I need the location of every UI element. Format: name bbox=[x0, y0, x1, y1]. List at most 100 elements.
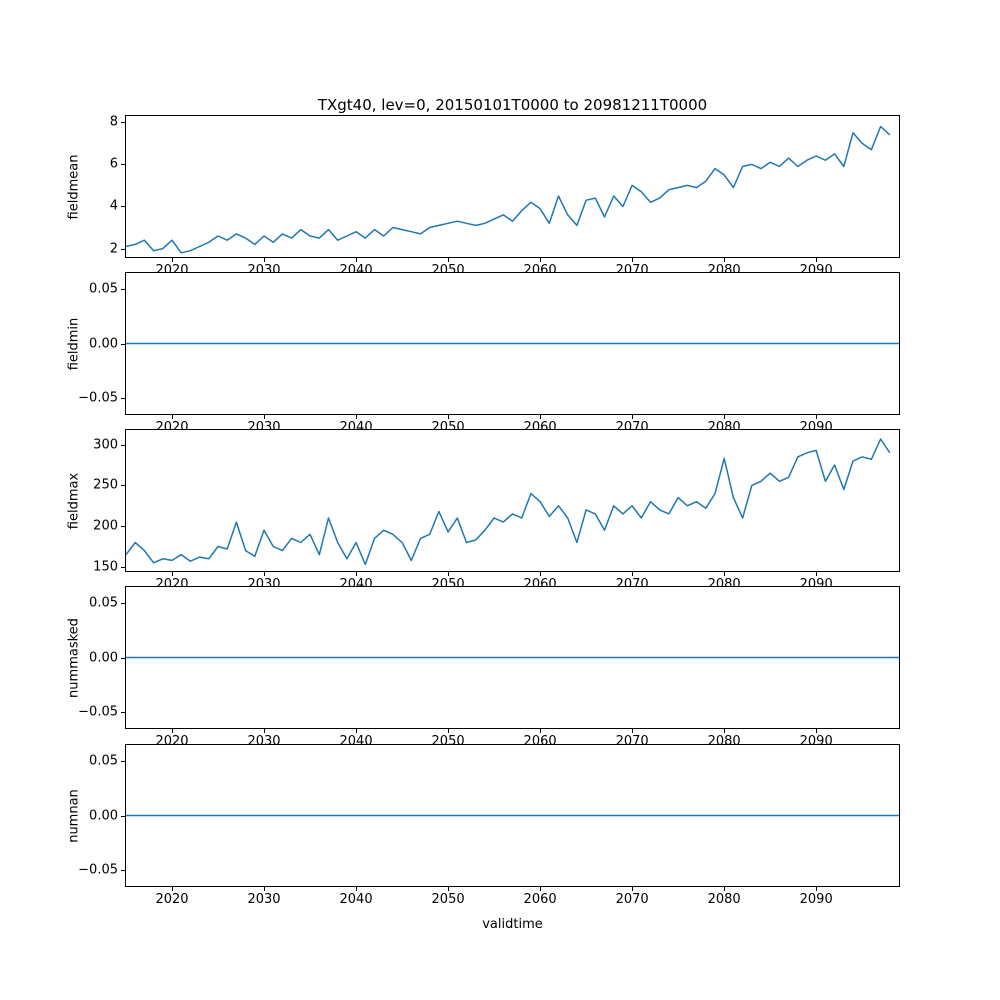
y-axis-label-fieldmin: fieldmin bbox=[66, 317, 82, 370]
x-tick bbox=[356, 415, 358, 419]
y-tick bbox=[121, 485, 125, 487]
x-tick-label: 2080 bbox=[707, 892, 741, 907]
subplot-fieldmean: fieldmean 2020 2030 2040 2050 2060 2070 2080 20… bbox=[67, 115, 900, 278]
y-tick bbox=[121, 526, 125, 528]
y-tick bbox=[121, 869, 125, 871]
line-series-fieldmean bbox=[125, 125, 891, 254]
y-tick-label: 2 bbox=[109, 241, 118, 257]
y-tick bbox=[121, 248, 125, 250]
x-tick bbox=[632, 729, 634, 733]
y-tick-label: 300 bbox=[93, 437, 118, 453]
x-tick bbox=[816, 887, 818, 891]
y-tick bbox=[121, 164, 125, 166]
x-tick bbox=[816, 415, 818, 419]
x-tick bbox=[632, 887, 634, 891]
x-tick bbox=[540, 887, 542, 891]
x-tick bbox=[172, 887, 173, 891]
x-tick bbox=[264, 887, 266, 891]
y-tick-label: −0.05 bbox=[78, 862, 118, 878]
y-axis-label-nummasked: nummasked bbox=[66, 617, 82, 698]
x-tick bbox=[264, 729, 266, 733]
y-tick-label: 200 bbox=[93, 518, 118, 534]
x-tick bbox=[448, 729, 450, 733]
x-tick bbox=[264, 258, 266, 262]
x-tick bbox=[448, 258, 450, 262]
y-axis-label-fieldmean: fieldmean bbox=[66, 154, 82, 219]
x-tick bbox=[448, 572, 450, 576]
x-tick bbox=[172, 729, 173, 733]
x-tick bbox=[816, 572, 818, 576]
x-tick bbox=[172, 415, 173, 419]
x-tick bbox=[816, 729, 818, 733]
x-tick bbox=[356, 572, 358, 576]
subplot-nummasked: nummasked 2020 2030 2040 2050 2060 2070 2080 20… bbox=[67, 586, 900, 749]
y-tick bbox=[121, 206, 125, 208]
y-axis-label-numnan: numnan bbox=[66, 788, 82, 843]
x-tick bbox=[632, 415, 634, 419]
y-tick bbox=[121, 289, 125, 291]
x-tick bbox=[356, 258, 358, 262]
y-tick-label: −0.05 bbox=[78, 704, 118, 720]
y-tick bbox=[121, 444, 125, 446]
x-tick bbox=[724, 415, 726, 419]
x-tick bbox=[356, 887, 358, 891]
y-tick-label: 6 bbox=[109, 156, 118, 172]
line-series-nummasked bbox=[126, 656, 899, 659]
y-tick bbox=[121, 711, 125, 713]
y-tick bbox=[121, 761, 125, 763]
y-tick-label: 250 bbox=[93, 477, 118, 493]
x-tick bbox=[724, 729, 726, 733]
x-tick bbox=[356, 729, 358, 733]
y-tick bbox=[121, 343, 125, 345]
x-axis-label: validtime bbox=[482, 917, 543, 932]
y-tick-label: 0.00 bbox=[89, 808, 118, 823]
x-tick-label: 2030 bbox=[247, 892, 281, 907]
y-tick-label: 4 bbox=[109, 198, 118, 214]
x-tick bbox=[172, 572, 173, 576]
x-tick-label: 2040 bbox=[339, 892, 373, 907]
y-tick bbox=[121, 603, 125, 605]
x-tick bbox=[448, 415, 450, 419]
x-tick-label: 2020 bbox=[155, 892, 189, 907]
x-tick bbox=[540, 572, 542, 576]
y-tick-label: 8 bbox=[109, 114, 118, 130]
y-tick bbox=[121, 815, 125, 817]
y-tick-label: −0.05 bbox=[78, 390, 118, 406]
x-tick bbox=[724, 572, 726, 576]
y-tick-label: 0.05 bbox=[89, 595, 118, 611]
x-tick bbox=[448, 887, 450, 891]
x-tick bbox=[540, 415, 542, 419]
subplot-numnan: numnan 2020 2030 2040 2050 2060 2070 2080 2090 −… bbox=[67, 744, 900, 907]
x-tick-label: 2090 bbox=[799, 892, 833, 907]
y-tick bbox=[121, 397, 125, 399]
x-tick bbox=[540, 258, 542, 262]
x-tick-label: 2050 bbox=[431, 892, 465, 907]
y-tick-label: 0.00 bbox=[89, 650, 118, 665]
x-tick bbox=[632, 572, 634, 576]
subplot-fieldmax: fieldmax 2020 2030 2040 2050 2060 2070 2080 209… bbox=[67, 429, 900, 592]
x-tick bbox=[724, 258, 726, 262]
y-tick-label: 0.05 bbox=[89, 281, 118, 297]
y-tick-label: 0.05 bbox=[89, 753, 118, 769]
x-tick bbox=[172, 258, 173, 262]
chart-title: TXgt40, lev=0, 20150101T0000 to 20981211… bbox=[317, 96, 708, 114]
x-tick bbox=[264, 415, 266, 419]
subplot-fieldmin: fieldmin 2020 2030 2040 2050 2060 2070 2080 209… bbox=[67, 272, 900, 435]
x-tick bbox=[816, 258, 818, 262]
x-tick bbox=[724, 887, 726, 891]
y-axis-label-fieldmax: fieldmax bbox=[66, 472, 82, 529]
y-tick bbox=[121, 657, 125, 659]
x-tick bbox=[632, 258, 634, 262]
line-series-fieldmin bbox=[126, 342, 899, 345]
x-tick bbox=[540, 729, 542, 733]
x-tick bbox=[264, 572, 266, 576]
y-tick-label: 150 bbox=[93, 559, 118, 575]
y-tick bbox=[121, 122, 125, 124]
line-series-numnan bbox=[126, 814, 899, 817]
line-series-fieldmax bbox=[125, 438, 891, 566]
x-tick-label: 2060 bbox=[523, 892, 557, 907]
y-tick bbox=[121, 566, 125, 568]
x-tick-label: 2070 bbox=[615, 892, 649, 907]
y-tick-label: 0.00 bbox=[89, 336, 118, 351]
